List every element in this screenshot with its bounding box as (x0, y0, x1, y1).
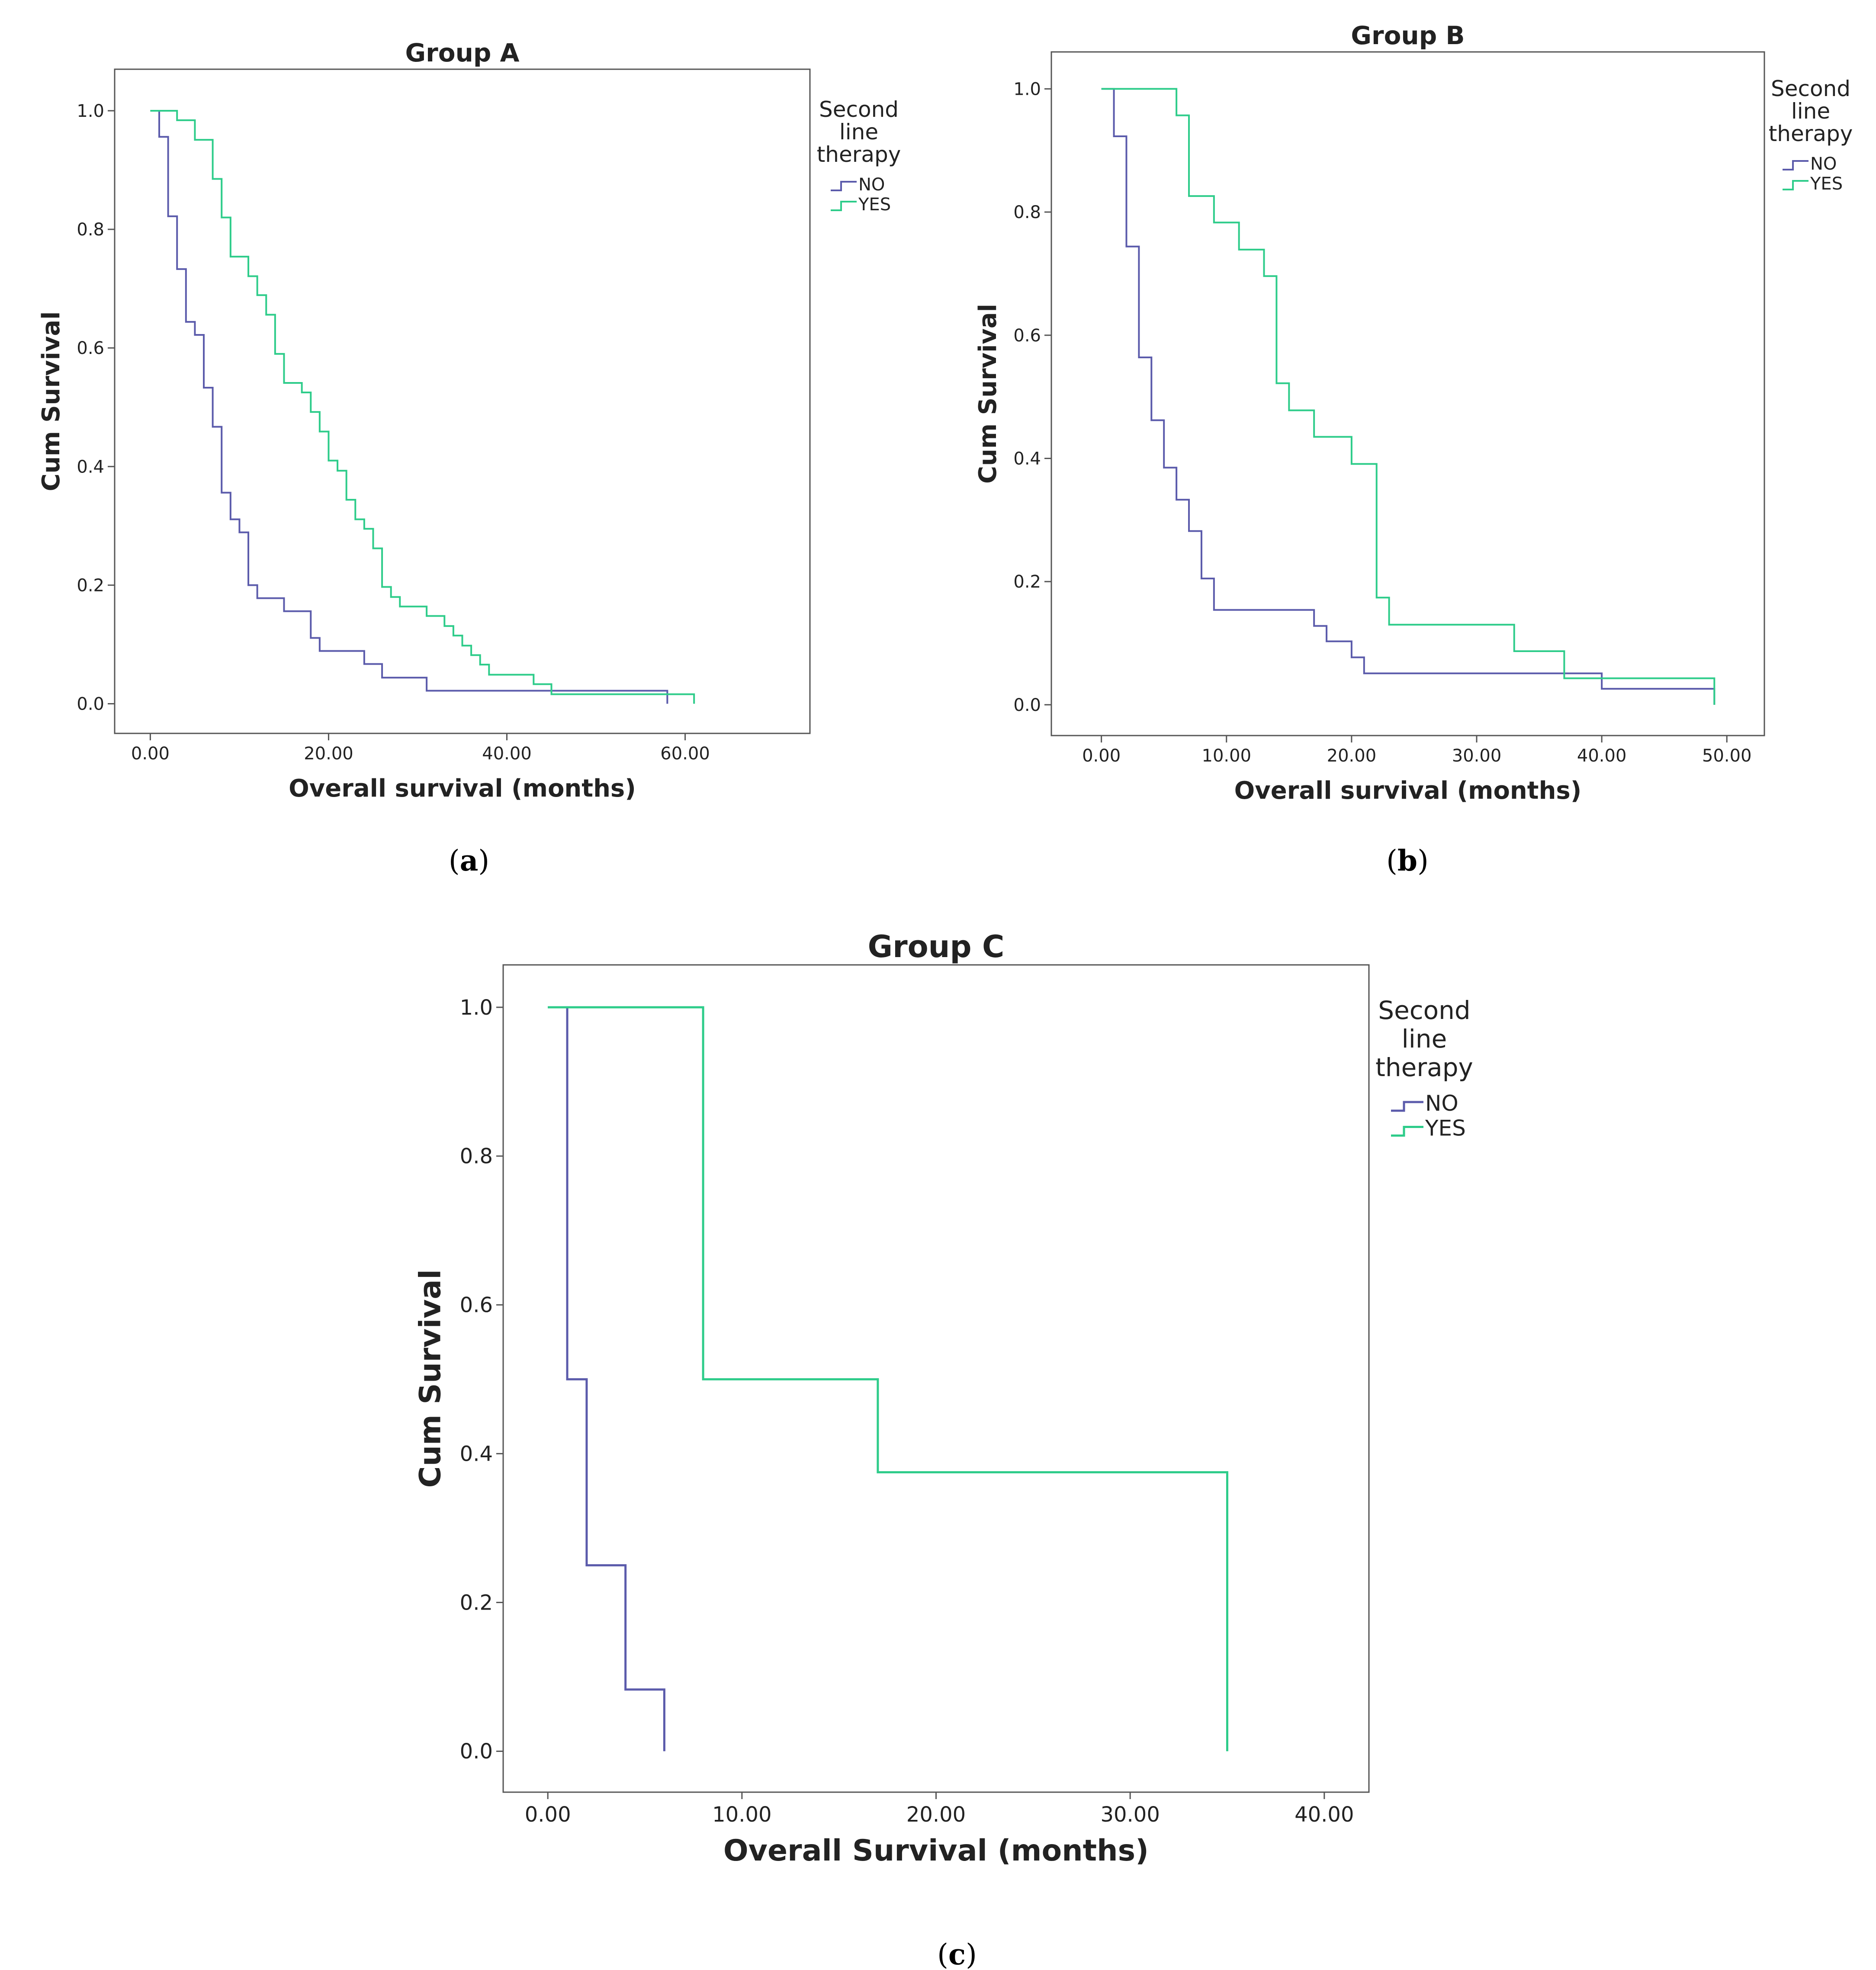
chart-panel-a: Group A 0.00 20.00 40.00 60.00 0.0 0.2 0.4 0.6 0.… (37, 38, 901, 877)
y-tick-label: 0.2 (460, 1591, 493, 1615)
x-axis-label: Overall Survival (months) (723, 1834, 1149, 1868)
legend-title: therapy (817, 142, 901, 167)
x-tick-label: 0.00 (525, 1803, 571, 1827)
y-tick-label: 0.0 (460, 1739, 493, 1764)
chart-title: Group A (405, 38, 520, 67)
legend-label-no: NO (858, 175, 885, 195)
x-tick-label: 50.00 (1702, 746, 1752, 766)
x-tick-label: 60.00 (660, 744, 710, 764)
x-tick-label: 30.00 (1452, 746, 1502, 766)
legend-title: line (1402, 1024, 1447, 1054)
legend-swatch-yes (1391, 1126, 1423, 1137)
series-line-no (1101, 88, 1715, 705)
legend-swatch-no (1783, 160, 1809, 170)
y-tick-label: 0.6 (77, 338, 104, 358)
y-tick-label: 0.0 (77, 694, 104, 714)
x-tick-label: 10.00 (1202, 746, 1252, 766)
x-tick-label: 0.00 (1082, 746, 1121, 766)
plot-frame (502, 964, 1370, 1793)
legend-title: line (1791, 99, 1830, 124)
legend-label-yes: YES (858, 195, 891, 215)
legend-swatch-yes (1783, 180, 1809, 190)
legend-swatch-yes (831, 201, 857, 211)
legend-title: Second (819, 97, 899, 122)
x-tick-label: 20.00 (1327, 746, 1377, 766)
x-axis-label: Overall survival (months) (289, 775, 636, 803)
panel-caption: (a) (449, 844, 489, 877)
chart-title: Group B (1351, 21, 1465, 50)
plot-frame (114, 68, 811, 734)
y-tick-label: 0.4 (1013, 449, 1041, 469)
x-tick-label: 0.00 (131, 744, 170, 764)
y-tick-label: 0.2 (1013, 572, 1041, 592)
plot-frame (1050, 51, 1765, 736)
series-line-yes (548, 1006, 1228, 1751)
legend-title: line (839, 119, 878, 145)
series-line-no (548, 1006, 665, 1751)
y-tick-label: 0.4 (460, 1442, 493, 1466)
y-tick-label: 1.0 (77, 101, 104, 121)
x-axis-label: Overall survival (months) (1234, 777, 1582, 805)
legend-label-no: NO (1425, 1091, 1458, 1116)
x-tick-label: 20.00 (304, 744, 353, 764)
x-tick-label: 40.00 (1577, 746, 1627, 766)
y-tick-label: 0.4 (77, 457, 104, 477)
panel-caption: (c) (937, 1938, 977, 1970)
y-axis-label: Cum Survival (37, 312, 65, 492)
y-tick-label: 0.0 (1013, 695, 1041, 715)
y-tick-label: 0.8 (1013, 202, 1041, 222)
y-tick-label: 1.0 (1013, 79, 1041, 99)
x-tick-label: 30.00 (1100, 1803, 1160, 1827)
legend-swatch-no (831, 181, 857, 191)
legend-label-yes: YES (1425, 1116, 1466, 1141)
legend-label-no: NO (1810, 154, 1837, 174)
x-tick-label: 20.00 (906, 1803, 966, 1827)
legend-swatch-no (1391, 1101, 1423, 1112)
chart-panel-c: Group C 0.00 10.00 20.00 30.00 40.00 0.0 0.2 0.4… (413, 929, 1473, 1970)
y-tick-label: 0.8 (460, 1144, 493, 1169)
chart-panel-b: Group B 0.00 10.00 20.00 30.00 40.00 50.00 0.0 0… (974, 21, 1853, 877)
y-tick-label: 0.8 (77, 220, 104, 240)
legend-title: therapy (1375, 1053, 1473, 1082)
legend-title: Second (1771, 76, 1850, 101)
legend-label-yes: YES (1810, 174, 1843, 194)
y-tick-label: 0.6 (460, 1293, 493, 1318)
legend-title: therapy (1769, 121, 1853, 146)
series-line-yes (1101, 88, 1715, 705)
series-line-yes (150, 109, 695, 704)
panel-caption: (b) (1386, 844, 1429, 877)
y-tick-label: 1.0 (460, 996, 493, 1020)
x-tick-label: 40.00 (482, 744, 532, 764)
y-tick-label: 0.6 (1013, 326, 1041, 346)
y-axis-label: Cum Survival (974, 304, 1002, 484)
series-line-no (150, 109, 668, 704)
y-axis-label: Cum Survival (413, 1269, 447, 1488)
legend-title: Second (1378, 996, 1470, 1025)
chart-title: Group C (868, 929, 1005, 964)
y-tick-label: 0.2 (77, 575, 104, 595)
x-tick-label: 10.00 (712, 1803, 771, 1827)
x-tick-label: 40.00 (1295, 1803, 1354, 1827)
